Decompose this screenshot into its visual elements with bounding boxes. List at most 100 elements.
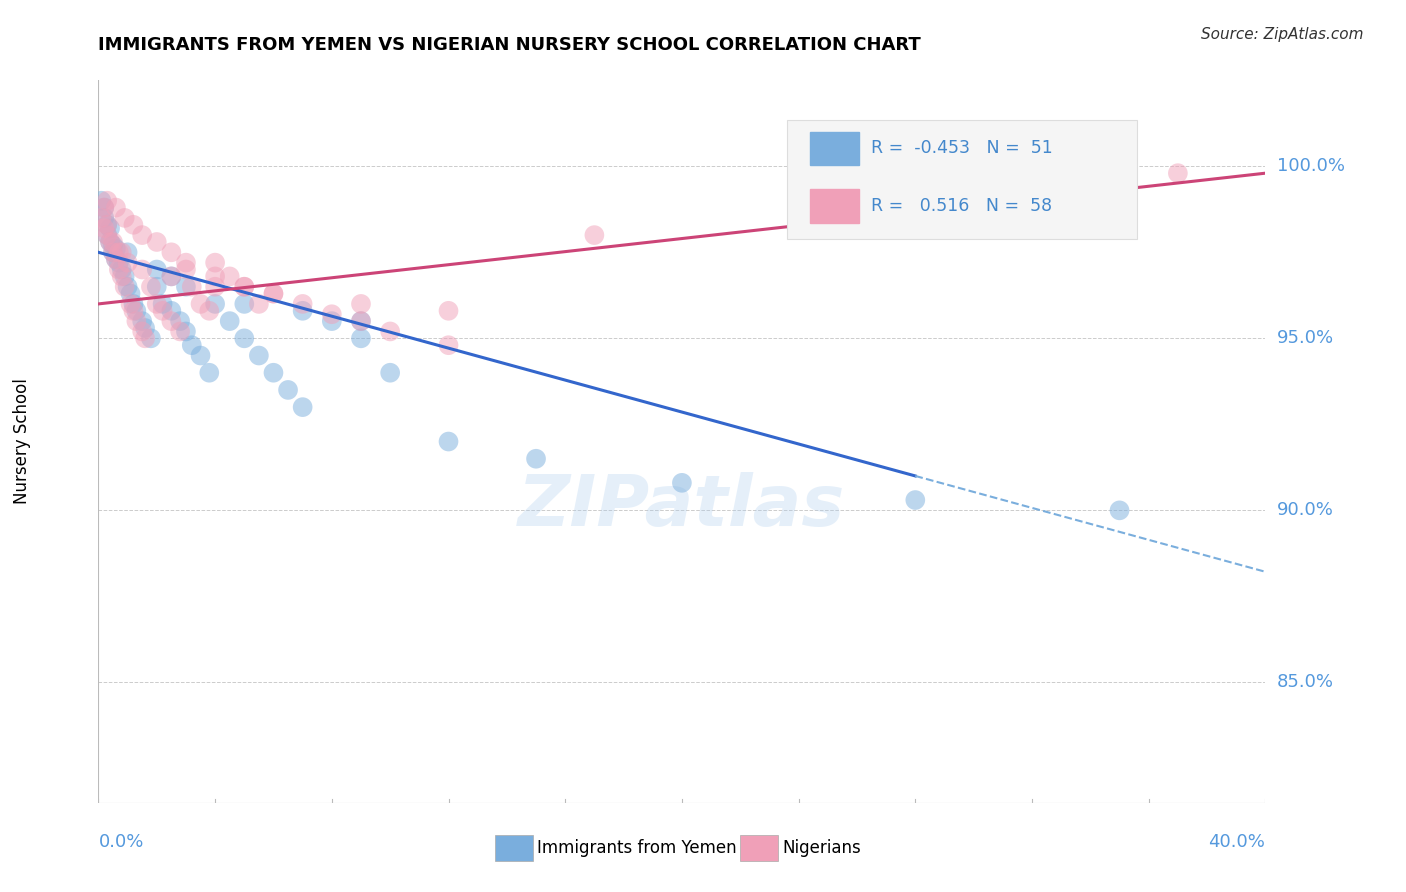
Point [90, 194, 112, 208]
Point [350, 314, 373, 328]
Point [380, 325, 402, 339]
Point [291, 400, 314, 414]
FancyBboxPatch shape [810, 189, 859, 223]
Point [291, 297, 314, 311]
Point [233, 297, 256, 311]
Point [134, 321, 156, 335]
Point [93, 201, 115, 215]
Text: R =  -0.453   N =  51: R = -0.453 N = 51 [870, 139, 1053, 157]
Point [117, 279, 139, 293]
Point [437, 434, 460, 449]
Point [108, 245, 131, 260]
Point [131, 314, 153, 328]
Text: IMMIGRANTS FROM YEMEN VS NIGERIAN NURSERY SCHOOL CORRELATION CHART: IMMIGRANTS FROM YEMEN VS NIGERIAN NURSER… [98, 36, 921, 54]
Point [114, 279, 136, 293]
Point [101, 235, 124, 249]
Point [114, 269, 136, 284]
Point [204, 279, 226, 293]
Point [350, 314, 373, 328]
Point [104, 201, 127, 215]
Point [104, 252, 127, 267]
Point [122, 218, 145, 232]
FancyBboxPatch shape [787, 120, 1137, 239]
Point [101, 245, 124, 260]
Point [131, 325, 153, 339]
Point [198, 366, 221, 380]
Point [277, 383, 299, 397]
Point [350, 297, 373, 311]
Point [169, 314, 191, 328]
Point [437, 338, 460, 352]
Point [524, 451, 547, 466]
Point [139, 279, 162, 293]
Point [247, 349, 270, 363]
Point [321, 314, 343, 328]
Point [120, 297, 142, 311]
Point [111, 262, 134, 277]
Point [247, 297, 270, 311]
Point [437, 303, 460, 318]
FancyBboxPatch shape [810, 132, 859, 165]
Text: 100.0%: 100.0% [1277, 157, 1344, 176]
Point [96, 218, 118, 232]
Point [262, 366, 284, 380]
Point [1167, 166, 1189, 180]
Point [98, 235, 121, 249]
Point [262, 286, 284, 301]
Point [291, 303, 314, 318]
Point [583, 228, 606, 243]
Point [122, 297, 145, 311]
Point [204, 297, 226, 311]
Text: 40.0%: 40.0% [1209, 833, 1265, 851]
Point [233, 279, 256, 293]
Point [122, 303, 145, 318]
Point [120, 286, 142, 301]
Point [108, 262, 131, 277]
Point [96, 218, 118, 232]
Point [160, 245, 183, 260]
Point [93, 201, 115, 215]
Text: 0.0%: 0.0% [98, 833, 143, 851]
Point [160, 269, 183, 284]
Point [350, 331, 373, 345]
Point [204, 269, 226, 284]
Point [114, 211, 136, 225]
Text: Nigerians: Nigerians [782, 838, 860, 856]
Point [174, 255, 197, 269]
Point [204, 255, 226, 269]
Point [262, 286, 284, 301]
Point [125, 314, 148, 328]
Point [190, 349, 212, 363]
Point [108, 255, 131, 269]
Point [146, 262, 169, 277]
Text: 90.0%: 90.0% [1277, 501, 1333, 519]
Text: 85.0%: 85.0% [1277, 673, 1333, 691]
Point [160, 314, 183, 328]
Point [218, 314, 240, 328]
FancyBboxPatch shape [495, 835, 533, 861]
Point [160, 269, 183, 284]
Point [125, 303, 148, 318]
Point [98, 235, 121, 249]
Point [817, 211, 839, 225]
Point [131, 228, 153, 243]
Point [104, 242, 127, 256]
Point [146, 235, 169, 249]
Point [96, 228, 118, 243]
Text: 95.0%: 95.0% [1277, 329, 1334, 347]
Point [380, 366, 402, 380]
Point [146, 279, 169, 293]
Point [152, 297, 174, 311]
Point [131, 262, 153, 277]
Point [98, 221, 121, 235]
Point [233, 331, 256, 345]
Point [104, 252, 127, 267]
Text: Source: ZipAtlas.com: Source: ZipAtlas.com [1201, 27, 1364, 42]
Point [96, 194, 118, 208]
Point [321, 307, 343, 321]
Text: Nursery School: Nursery School [13, 378, 31, 505]
Point [1108, 503, 1130, 517]
Point [111, 269, 134, 284]
Point [671, 475, 693, 490]
Point [160, 303, 183, 318]
